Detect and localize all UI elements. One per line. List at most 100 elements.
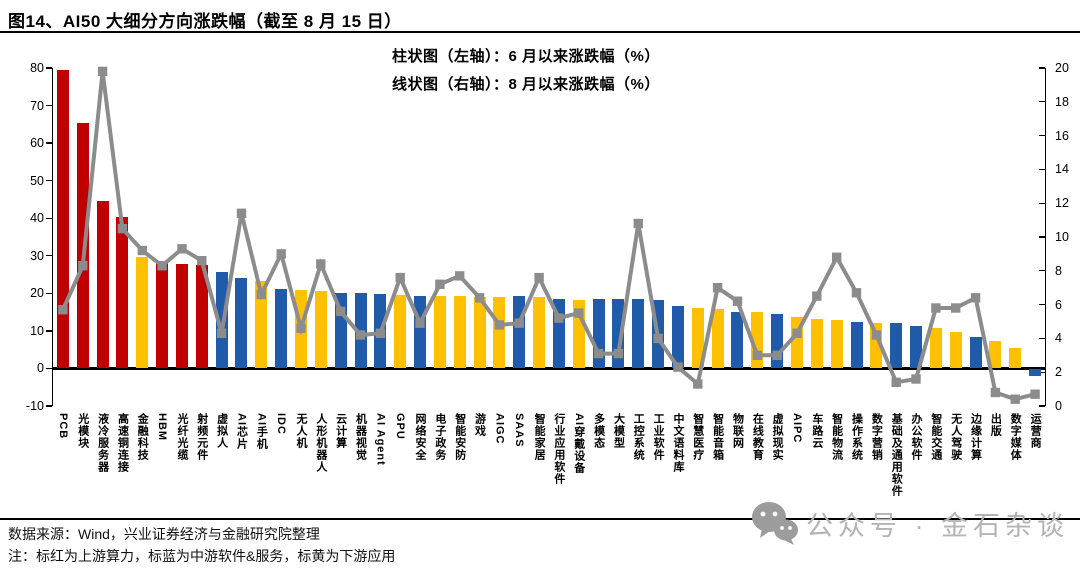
line-marker-AI穿戴设备 [574, 308, 584, 318]
watermark-text: 公众号 · 金石杂谈 [806, 510, 1069, 541]
bar-智慧医疗 [691, 307, 704, 369]
left-axis-tick [46, 292, 52, 295]
x-label-AI Agent: AI Agent [374, 413, 387, 466]
x-label-工控系统: 工控系统 [632, 413, 645, 461]
left-axis-tick [46, 330, 52, 332]
right-axis-tick-label: 16 [1055, 128, 1069, 143]
x-label-无人机: 无人机 [295, 413, 307, 449]
footer: 数据来源：Wind，兴业证券经济与金融研究院整理 注：标红为上游算力，标蓝为中游… [8, 523, 395, 567]
left-axis-tick-label: 30 [30, 248, 44, 263]
right-axis-tick [1039, 236, 1045, 238]
bar-PCB [56, 69, 69, 369]
x-label-HBM: HBM [156, 413, 169, 442]
right-axis-tick [1039, 168, 1045, 171]
line-marker-网络安全 [415, 318, 425, 328]
x-label-SAAS: SAAS [513, 413, 526, 448]
bar-边缘计算 [969, 337, 982, 369]
x-label-液冷服务器: 液冷服务器 [96, 413, 109, 473]
left-axis-tick-label: 10 [30, 323, 44, 338]
x-label-大模型: 大模型 [612, 413, 625, 449]
x-label-光模块: 光模块 [76, 413, 89, 449]
x-label-中文语料库: 中文语料库 [671, 413, 684, 473]
line-marker-AI Agent [375, 328, 386, 338]
x-label-GPU: GPU [394, 413, 407, 440]
line-marker-智能物流 [832, 252, 842, 262]
left-axis-tick [46, 255, 52, 257]
left-axis-tick-label: 50 [30, 173, 44, 188]
x-label-虚拟现实: 虚拟现实 [771, 413, 784, 461]
line-marker-工控系统 [633, 218, 643, 229]
watermark: 公众号 · 金石杂谈 [750, 500, 1069, 546]
bar-办公软件 [910, 326, 923, 369]
x-label-电子政务: 电子政务 [433, 413, 446, 461]
right-axis-tick [1039, 202, 1045, 204]
bar-运营商 [1029, 369, 1042, 377]
bar-基础及通用软件 [890, 323, 903, 369]
x-label-数字媒体: 数字媒体 [1009, 413, 1022, 461]
x-label-PCB: PCB [56, 413, 69, 440]
x-label-车路云: 车路云 [810, 413, 823, 449]
x-label-AI芯片: AI芯片 [235, 413, 248, 450]
x-label-智能安防: 智能安防 [453, 413, 466, 461]
bar-操作系统 [850, 322, 863, 369]
x-label-机器视觉: 机器视觉 [354, 413, 367, 461]
line-marker-PCB [58, 305, 68, 315]
bar-数字媒体 [1009, 348, 1022, 369]
color-note: 注：标红为上游算力，标蓝为中游软件&服务，标黄为下游应用 [8, 548, 396, 564]
line-series-path [61, 71, 1036, 402]
right-axis-tick-label: 10 [1055, 230, 1069, 244]
line-marker-GPU [395, 272, 405, 283]
bar-工控系统 [632, 298, 645, 369]
x-label-AI手机: AI手机 [255, 413, 268, 450]
right-axis-tick [1039, 67, 1045, 69]
line-marker-智能安防 [455, 271, 465, 281]
x-label-在线教育: 在线教育 [751, 413, 764, 461]
line-marker-边缘计算 [970, 293, 981, 303]
x-label-运营商: 运营商 [1029, 413, 1042, 449]
right-axis-tick-label: 20 [1055, 61, 1069, 75]
x-label-操作系统: 操作系统 [850, 413, 863, 461]
right-axis-tick-label: 4 [1055, 331, 1062, 346]
line-marker-AIGC [494, 320, 505, 330]
left-axis-tick-label: 40 [30, 211, 44, 226]
x-label-游戏: 游戏 [473, 413, 486, 437]
line-marker-智能交通 [931, 303, 941, 313]
left-axis-tick [46, 104, 52, 107]
x-label-智能物流: 智能物流 [830, 413, 843, 461]
x-label-金融科技: 金融科技 [136, 413, 149, 461]
x-label-边缘计算: 边缘计算 [969, 413, 982, 461]
right-axis-tick [1039, 101, 1045, 103]
bar-智能家居 [533, 297, 546, 369]
bar-HBM [156, 262, 169, 369]
figure-title: 图14、AI50 大细分方向涨跌幅（截至 8 月 15 日） [8, 12, 402, 31]
x-label-行业应用软件: 行业应用软件 [552, 413, 565, 485]
line-marker-行业应用软件 [554, 313, 564, 323]
bar-中文语料库 [671, 306, 684, 369]
bar-车路云 [810, 318, 823, 369]
right-axis-tick [1039, 303, 1045, 306]
x-label-出版: 出版 [989, 413, 1002, 437]
bar-AI手机 [255, 280, 268, 369]
line-marker-大模型 [613, 348, 624, 359]
x-label-物联网: 物联网 [731, 413, 744, 449]
bar-虚拟人 [215, 271, 228, 369]
left-axis-tick [46, 142, 52, 144]
right-axis-tick-label: 14 [1055, 162, 1069, 177]
x-label-高速铜连接: 高速铜连接 [116, 413, 129, 473]
line-marker-出版 [990, 387, 1001, 398]
line-marker-数字媒体 [1010, 394, 1020, 404]
line-marker-高速铜连接 [117, 223, 128, 234]
legend-bar-series: 柱状图（左轴）：6 月以来涨跌幅（%） [392, 48, 660, 65]
x-label-智能交通: 智能交通 [929, 413, 942, 461]
line-marker-光模块 [78, 261, 88, 271]
line-marker-SAAS [514, 318, 524, 328]
line-marker-操作系统 [851, 288, 862, 298]
left-axis-line [51, 68, 54, 406]
x-label-人形机器人: 人形机器人 [314, 413, 327, 473]
left-axis-tick [46, 217, 52, 219]
x-label-AIPC: AIPC [791, 413, 803, 444]
right-axis-tick-label: 18 [1055, 94, 1069, 109]
zero-baseline [53, 367, 1045, 370]
line-marker-中文语料库 [673, 362, 683, 372]
right-axis-tick-label: 2 [1055, 365, 1062, 380]
